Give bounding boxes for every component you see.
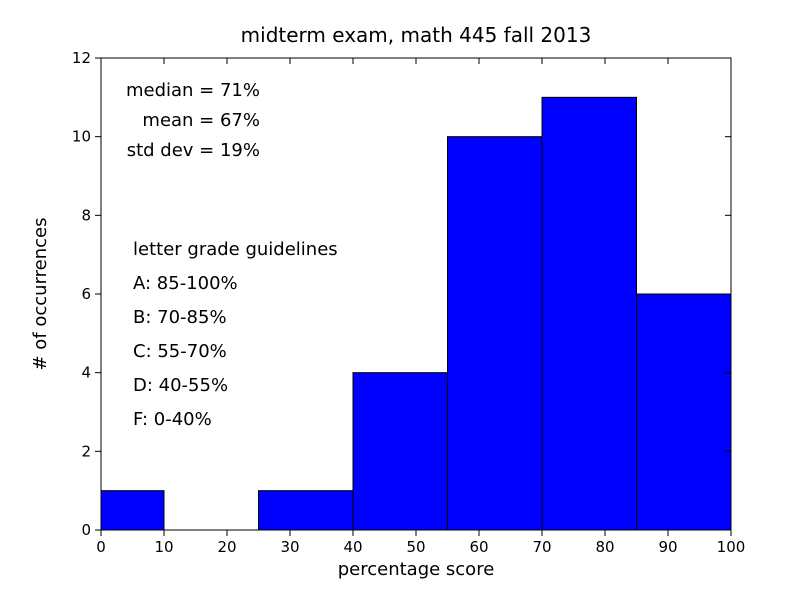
- y-tick-label: 10: [72, 128, 91, 146]
- grade-guideline-line: F: 0-40%: [133, 409, 212, 430]
- stat-stddev: std dev = 19%: [127, 140, 260, 161]
- grade-guideline-line: B: 70-85%: [133, 307, 227, 328]
- x-tick-label: 80: [595, 538, 614, 556]
- x-tick-label: 50: [406, 538, 425, 556]
- y-tick-label: 0: [81, 521, 91, 539]
- x-tick-label: 30: [280, 538, 299, 556]
- grade-guideline-line: D: 40-55%: [133, 375, 228, 396]
- stat-mean: mean = 67%: [142, 110, 260, 131]
- chart-title: midterm exam, math 445 fall 2013: [241, 23, 592, 47]
- x-tick-label: 100: [717, 538, 746, 556]
- x-tick-label: 90: [658, 538, 677, 556]
- y-axis-label: # of occurrences: [30, 217, 51, 370]
- x-tick-label: 40: [343, 538, 362, 556]
- stat-median: median = 71%: [126, 80, 260, 101]
- x-tick-label: 60: [469, 538, 488, 556]
- y-tick-label: 4: [81, 364, 91, 382]
- x-tick-label: 10: [154, 538, 173, 556]
- histogram-svg: 0 10 20 30 40 50 60 70 80 90 100 0 2 4 6 8 10 12 percentag…: [0, 0, 812, 612]
- grade-guidelines-heading: letter grade guidelines: [133, 239, 338, 260]
- y-tick-label: 2: [81, 442, 91, 460]
- histogram-bar: [101, 491, 164, 530]
- y-tick-label: 8: [81, 206, 91, 224]
- x-axis-label: percentage score: [338, 559, 495, 580]
- histogram-bar: [542, 97, 637, 530]
- histogram-bar: [448, 137, 543, 530]
- x-tick-label: 70: [532, 538, 551, 556]
- y-tick-label: 6: [81, 285, 91, 303]
- y-tick-label: 12: [72, 49, 91, 67]
- chart-canvas: 0 10 20 30 40 50 60 70 80 90 100 0 2 4 6 8 10 12 percentag…: [0, 0, 812, 612]
- grade-guideline-line: C: 55-70%: [133, 341, 227, 362]
- histogram-bar: [259, 491, 354, 530]
- x-tick-label: 20: [217, 538, 236, 556]
- x-tick-label: 0: [96, 538, 106, 556]
- histogram-bar: [353, 373, 448, 530]
- histogram-bar: [637, 294, 732, 530]
- grade-guideline-line: A: 85-100%: [133, 273, 238, 294]
